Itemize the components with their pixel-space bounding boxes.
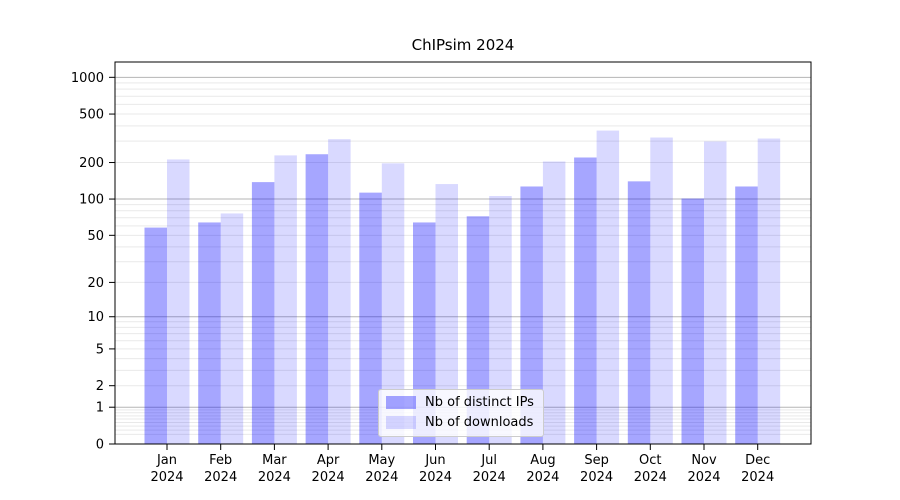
bar-downloads-dec <box>757 138 781 444</box>
legend-swatch-downloads <box>386 416 416 429</box>
x-tick-label-year: 2024 <box>580 470 613 485</box>
y-tick-label: 2 <box>96 379 104 394</box>
y-tick-label: 200 <box>79 156 104 171</box>
x-tick-label-year: 2024 <box>473 470 506 485</box>
x-tick-label-month: Mar <box>262 453 287 468</box>
bar-distinct-ips-feb <box>198 222 221 444</box>
y-tick-label: 50 <box>87 229 104 244</box>
bar-downloads-mar <box>274 155 297 444</box>
chart-title: ChIPsim 2024 <box>411 36 515 54</box>
x-tick-label-month: Jan <box>156 453 177 468</box>
bar-downloads-feb <box>220 213 244 444</box>
x-tick-label-month: Apr <box>317 453 340 468</box>
x-tick-label-year: 2024 <box>204 470 237 485</box>
x-tick-label-month: Sep <box>584 453 609 468</box>
x-tick-label-month: May <box>368 453 395 468</box>
bar-distinct-ips-apr <box>305 154 329 444</box>
bar-downloads-jun <box>435 184 458 444</box>
bar-distinct-ips-mar <box>251 182 275 444</box>
y-tick-label: 500 <box>79 108 104 123</box>
x-tick-label-year: 2024 <box>419 470 452 485</box>
legend-item-downloads: Nb of downloads <box>386 415 534 430</box>
x-tick-label-year: 2024 <box>634 470 667 485</box>
y-tick-label: 20 <box>87 276 104 291</box>
x-tick-label-year: 2024 <box>526 470 559 485</box>
legend-item-distinct-ips: Nb of distinct IPs <box>386 395 534 410</box>
bar-distinct-ips-nov <box>681 198 704 444</box>
x-tick-label-year: 2024 <box>687 470 720 485</box>
bar-distinct-ips-oct <box>627 181 651 445</box>
x-tick-label-year: 2024 <box>741 470 774 485</box>
x-tick-label-month: Jul <box>480 453 497 468</box>
x-tick-label-month: Feb <box>209 453 232 468</box>
x-tick-label-month: Oct <box>639 453 661 468</box>
bar-downloads-jul <box>489 195 512 444</box>
y-tick-label: 1 <box>96 401 104 416</box>
bar-downloads-apr <box>328 139 351 444</box>
plot-frame <box>114 61 812 445</box>
x-tick-label-year: 2024 <box>258 470 291 485</box>
y-tick-label: 100 <box>79 193 104 208</box>
legend-label-downloads: Nb of downloads <box>425 415 534 430</box>
y-tick-label: 1000 <box>71 71 104 86</box>
y-tick-label: 5 <box>96 342 104 357</box>
y-tick-label: 10 <box>87 310 104 325</box>
legend: Nb of distinct IPs Nb of downloads <box>378 389 544 437</box>
x-tick-label-month: Nov <box>691 453 717 468</box>
bar-distinct-ips-sep <box>574 157 597 444</box>
bar-downloads-nov <box>704 141 727 444</box>
x-tick-label-month: Dec <box>745 453 770 468</box>
bar-downloads-aug <box>542 161 566 444</box>
bar-distinct-ips-jul <box>466 216 490 444</box>
bar-downloads-may <box>381 163 405 445</box>
y-tick-label: 0 <box>96 438 104 453</box>
x-tick-label-month: Aug <box>530 453 555 468</box>
bar-downloads-oct <box>650 137 673 444</box>
bar-distinct-ips-dec <box>735 186 758 444</box>
bar-distinct-ips-jun <box>413 222 436 444</box>
legend-label-distinct-ips: Nb of distinct IPs <box>425 395 534 410</box>
bar-downloads-jan <box>167 159 190 444</box>
x-tick-label-month: Jun <box>424 453 445 468</box>
x-tick-label-year: 2024 <box>312 470 345 485</box>
bar-downloads-sep <box>596 130 620 444</box>
x-tick-label-year: 2024 <box>150 470 183 485</box>
bar-distinct-ips-may <box>359 192 382 444</box>
legend-swatch-distinct-ips <box>386 396 416 409</box>
bar-distinct-ips-aug <box>520 186 543 444</box>
x-tick-label-year: 2024 <box>365 470 398 485</box>
bar-distinct-ips-jan <box>144 227 167 444</box>
